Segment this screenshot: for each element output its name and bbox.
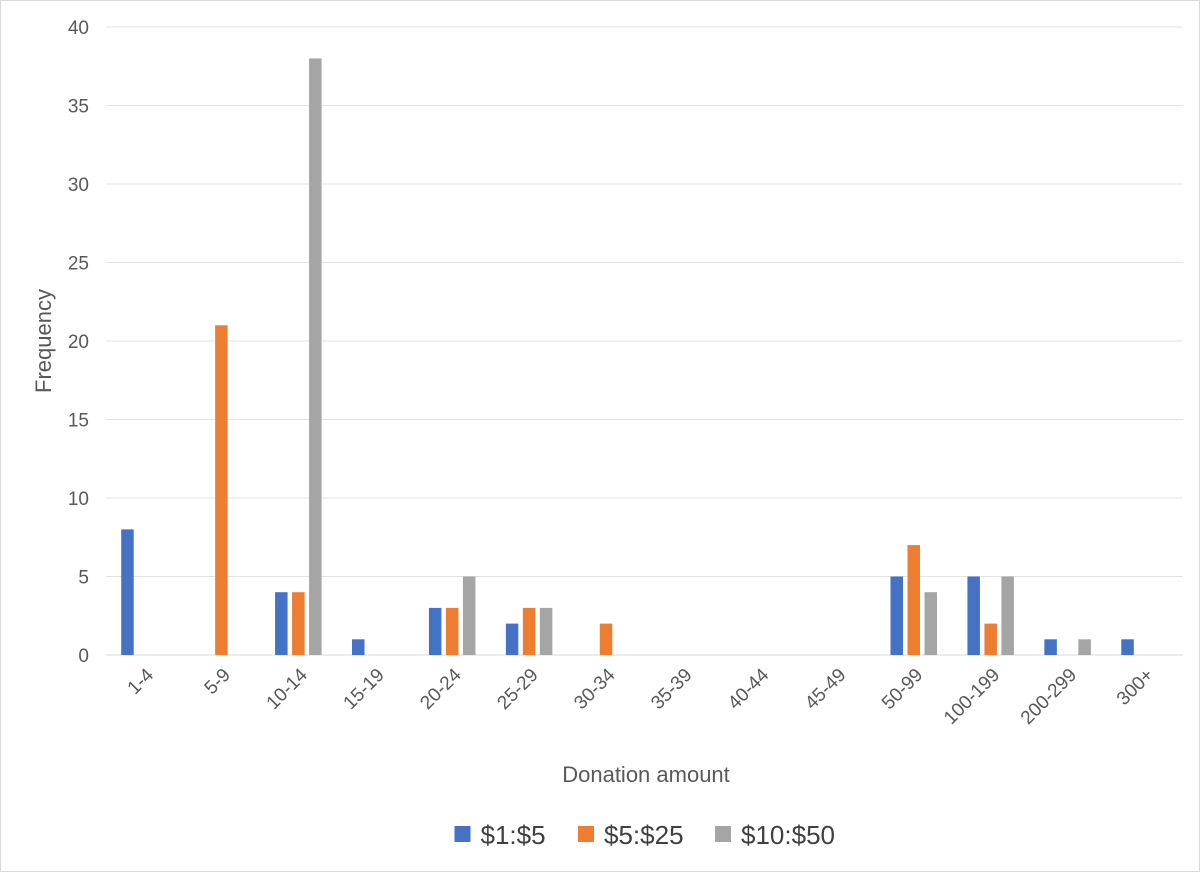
x-tick-label: 40-44 (724, 664, 774, 714)
bar (121, 529, 134, 655)
bars (121, 58, 1134, 655)
y-tick-label: 20 (68, 332, 89, 353)
x-tick-label: 35-39 (647, 665, 696, 714)
bar (967, 576, 980, 655)
bar (907, 545, 920, 655)
bar (292, 592, 305, 655)
bar (428, 607, 442, 655)
bar (599, 623, 613, 655)
y-tick-label: 25 (68, 254, 89, 275)
x-tick-label: 10-14 (263, 664, 313, 714)
legend: $1:$5 $5:$25 $10:$50 (454, 820, 835, 850)
y-tick-label: 10 (68, 489, 89, 510)
legend-swatch (715, 826, 731, 842)
bar (1044, 639, 1057, 655)
bar (924, 592, 937, 655)
x-tick-label: 5-9 (201, 665, 235, 699)
legend-label: $5:$25 (604, 820, 684, 850)
y-tick-label: 5 (78, 568, 89, 589)
x-tick-label: 300+ (1113, 665, 1158, 710)
legend-label: $10:$50 (741, 820, 835, 850)
bar (462, 576, 476, 655)
y-axis-title: Frequency (31, 289, 56, 393)
bar (984, 623, 997, 655)
x-axis-ticks: 1-4 5-9 10-14 15-19 20-24 25-29 30-34 35-39 40-4… (124, 664, 1158, 728)
legend-label: $1:$5 (481, 820, 546, 850)
x-axis-title: Donation amount (562, 762, 730, 787)
bar (309, 58, 322, 655)
legend-swatch (578, 826, 594, 842)
bar (522, 607, 536, 655)
x-tick-label: 45-49 (801, 665, 850, 714)
y-tick-label: 15 (68, 411, 89, 432)
bar (215, 325, 228, 655)
x-tick-label: 1-4 (124, 664, 159, 699)
legend-swatch (454, 826, 471, 842)
bar (445, 607, 459, 655)
y-tick-label: 30 (68, 175, 89, 196)
y-axis-ticks: 0 5 10 15 20 25 30 35 40 (68, 18, 89, 667)
bar (890, 576, 903, 655)
bar (275, 592, 288, 655)
y-tick-label: 35 (68, 97, 89, 118)
x-tick-label: 50-99 (878, 665, 927, 714)
bar (539, 607, 553, 655)
x-tick-label: 20-24 (416, 664, 466, 714)
bar (1001, 576, 1014, 655)
bar (505, 623, 519, 655)
y-tick-label: 0 (78, 646, 89, 667)
x-tick-label: 30-34 (570, 664, 620, 714)
gridlines (106, 26, 1183, 656)
x-tick-label: 100-199 (940, 665, 1004, 729)
y-tick-label: 40 (68, 18, 89, 39)
x-tick-label: 25-29 (493, 665, 542, 714)
bar (352, 639, 365, 655)
bar (1121, 639, 1134, 655)
bar (1078, 639, 1091, 655)
x-tick-label: 200-299 (1017, 665, 1081, 729)
x-tick-label: 15-19 (340, 665, 389, 714)
